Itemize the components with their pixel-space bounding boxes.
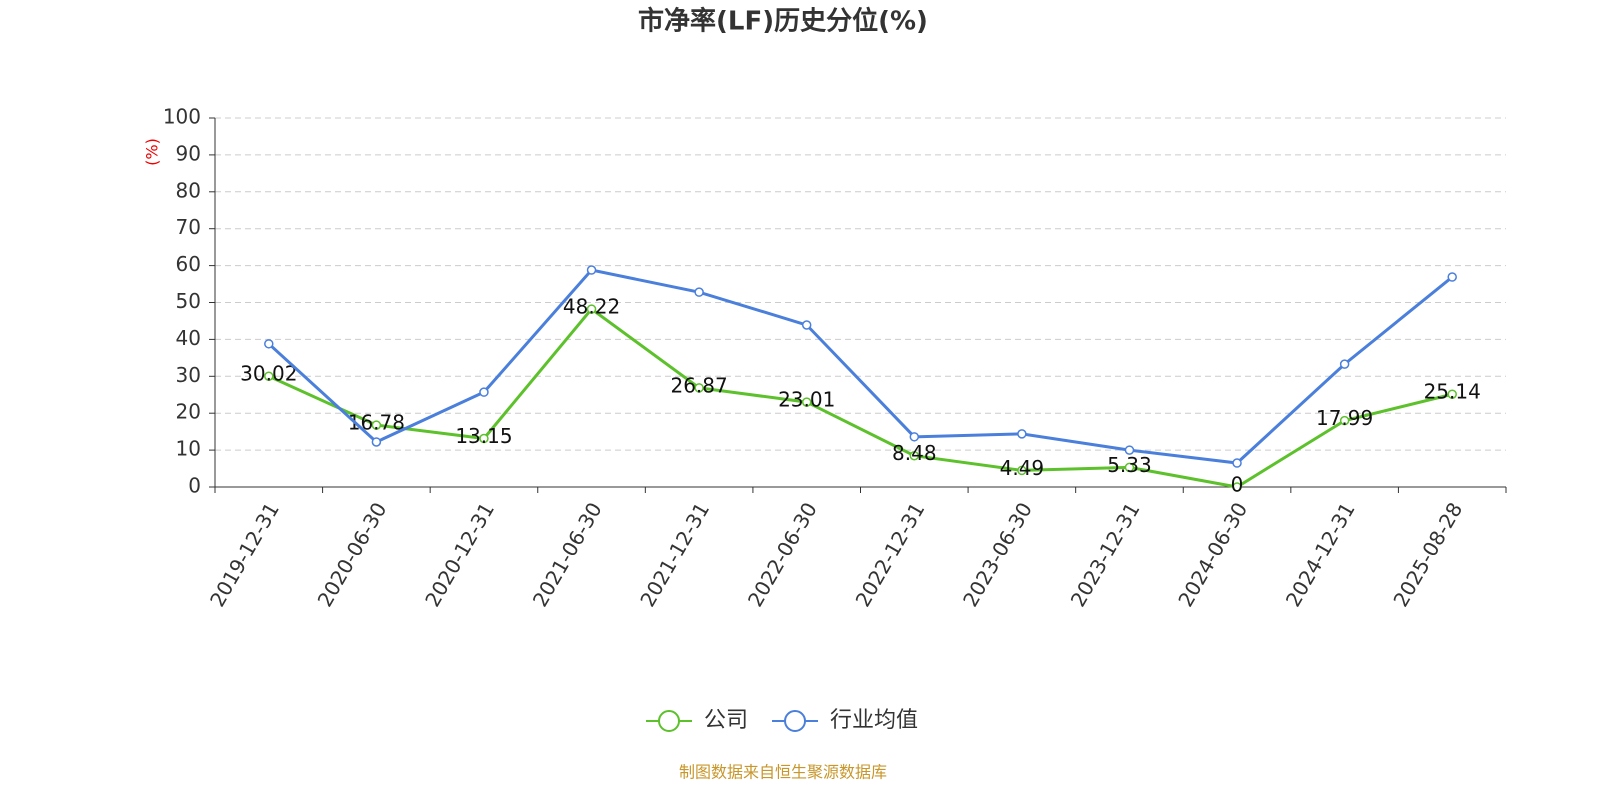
data-label: 8.48 [892,441,937,465]
legend-marker [658,710,680,732]
source-note: 制图数据来自恒生聚源数据库 [679,763,887,782]
legend-marker [784,710,807,732]
data-label: 25.14 [1424,380,1481,404]
data-label: 26.87 [670,373,727,397]
series-line [267,268,1454,465]
data-point [479,387,489,397]
data-point [479,433,489,444]
legend-label: 公司 [704,708,748,733]
x-tick-label: 2021-06-30 [528,498,607,611]
data-point [1124,462,1135,473]
y-tick-label: 40 [176,326,201,350]
data-point [1447,272,1457,282]
data-point [1017,429,1027,439]
data-label: 5.33 [1107,453,1152,477]
y-tick-label: 30 [176,363,201,387]
data-label: 13.15 [455,424,512,448]
data-point [801,320,812,330]
y-tick-label: 80 [176,178,201,202]
data-point [264,371,274,381]
data-point [1339,415,1350,426]
data-point [586,265,597,275]
y-tick-label: 10 [176,437,201,461]
data-point [371,420,382,430]
data-point [586,304,597,314]
data-point [909,450,920,461]
data-point [264,339,274,349]
x-tick-label: 2023-06-30 [958,498,1037,611]
y-tick-label: 90 [176,141,201,165]
data-label: 17.99 [1316,406,1373,430]
data-label: 0 [1231,473,1244,497]
x-tick-label: 2022-12-31 [850,498,929,611]
data-point [1447,389,1457,399]
series-line [268,307,1453,489]
y-tick-label: 20 [176,400,201,424]
x-tick-label: 2024-12-31 [1281,498,1360,611]
data-point [1339,359,1350,369]
x-tick-label: 2024-06-30 [1173,498,1252,611]
y-tick-label: 100 [163,105,201,129]
x-tick-label: 2025-08-28 [1388,498,1467,611]
chart-title: 市净率(LF)历史分位(%) [638,6,928,37]
data-label: 48.22 [563,295,620,319]
x-tick-label: 2020-06-30 [313,498,392,611]
y-axis-label: (%) [143,138,162,166]
data-label: 4.49 [1000,456,1045,480]
y-tick-label: 70 [176,215,201,239]
x-tick-label: 2020-12-31 [420,498,499,611]
data-point [909,432,920,442]
data-label: 30.02 [240,362,297,386]
data-label: 23.01 [778,388,835,412]
data-point [1232,458,1242,468]
data-point [694,287,704,297]
legend-label: 行业均值 [830,708,918,733]
x-tick-label: 2021-12-31 [635,498,714,611]
y-tick-label: 60 [176,252,201,276]
data-point [1017,465,1027,476]
x-tick-label: 2023-12-31 [1066,498,1145,611]
data-point [371,437,382,447]
data-point [1124,445,1135,455]
y-tick-label: 0 [188,474,201,498]
x-tick-label: 2019-12-31 [205,498,284,611]
data-point [694,383,704,393]
data-point [801,397,812,407]
x-tick-label: 2022-06-30 [743,498,822,611]
data-point [1232,482,1242,492]
y-tick-label: 50 [176,289,201,313]
